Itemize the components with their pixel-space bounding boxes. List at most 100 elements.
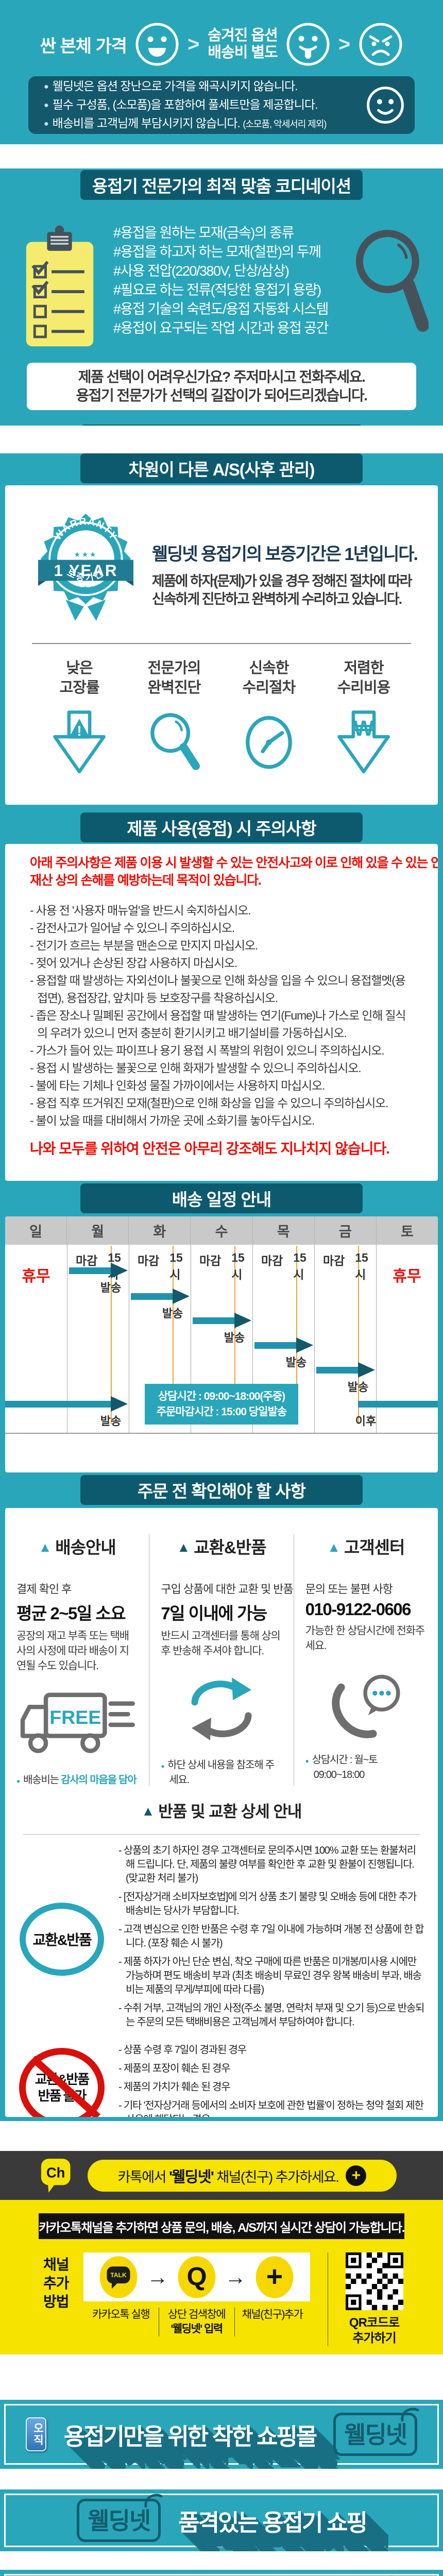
hashtag-list: #용접을 원하는 모재(금속)의 종류 #용접을 하고자 하는 모재(철판)의 … [96, 222, 351, 338]
greater-than-separator: > [338, 32, 351, 56]
hashtag-item: #용접이 요구되는 작업 시간과 용접 공간 [113, 320, 329, 336]
list-item: - 불이 났을 때를 대비해서 가까운 곳에 소화기를 놓아두십시오. [30, 1114, 315, 1127]
delivery-schedule-card: 일 월 화 수 목 금 토 마감 15시 마감 15시 마감 15시 마감 [5, 1216, 438, 1472]
only-badge: 오직 [25, 2417, 46, 2451]
no-exchange-badge: 교환&반품 반품 불가 [19, 2047, 105, 2117]
add-step-icon: + [255, 2256, 294, 2298]
banner-korea-coordinator: 최고 대한민국 용접기 코디네이터 웰딩넷 [0, 2570, 443, 2576]
list-item: - 불에 타는 기체나 인화성 물질 가까이에서는 사용하지 마십시오. [30, 1079, 325, 1092]
triangle-icon: ▲ [38, 1539, 52, 1555]
triangle-icon: ▲ [141, 1803, 155, 1819]
list-item: - 상품의 초기 하자인 경우 고객센터로 문의주시면 100% 교환 또는 환… [118, 1845, 416, 1884]
kakaotalk-app-icon: TALK [99, 2256, 138, 2298]
svg-text:Q: Q [186, 2262, 207, 2291]
delivery-schedule-title: 배송 일정 안내 [80, 1183, 363, 1213]
kakao-add-pill: 카톡에서 '웰딩넷' 채널(친구) 추가하세요. + [88, 2159, 397, 2192]
happy-face-icon [135, 23, 179, 66]
coordination-content: #용접을 원하는 모재(금속)의 종류 #용접을 하고자 하는 모재(철판)의 … [0, 200, 443, 349]
svg-text:★★★: ★★★ [76, 584, 95, 591]
section-divider [0, 426, 443, 453]
weekend-ship-arrow [5, 1396, 128, 1412]
consult-hours-box: 상담시간 : 09:00~18:00(주중) 주문마감시간 : 15:00 당일… [145, 1384, 298, 1425]
exchange-policy-row: 교환&반품 - 상품의 초기 하자인 경우 고객센터로 문의주시면 100% 교… [5, 1844, 438, 2034]
delivery-schedule-section: 배송 일정 안내 일 월 화 수 목 금 토 마감 15시 마 [0, 1183, 443, 1475]
down-arrow-won-icon: ₩ [316, 709, 411, 778]
weekday-header: 토 [400, 1224, 414, 1240]
exchange-arrows-icon [161, 1666, 282, 1752]
qr-code-image [345, 2252, 403, 2310]
warranty-text: 웰딩넷 용접기의 보증기간은 1년입니다. 제품에 하자(문제)가 있을 경우 … [133, 510, 418, 608]
after-label: 이후 [355, 1415, 377, 1428]
as-feature-row: 낮은 고장률 ! 전문가의 완벽진단 [5, 644, 438, 778]
svg-text:Ch: Ch [46, 2164, 65, 2180]
list-item: - 수취 거부, 고객님의 개인 사정(주소 불명, 연락처 부재 및 오기 등… [118, 2003, 425, 2028]
weekday-header: 화 [129, 1216, 191, 1245]
clock-icon [222, 709, 316, 778]
magnifier-icon [355, 230, 429, 332]
list-item: - [전자상거래 소비자보호법]에 의거 상품 초기 불량 및 오배송 등에 대… [118, 1891, 417, 1917]
svg-text:TALK: TALK [111, 2272, 127, 2279]
no-exchange-row: 교환&반품 반품 불가 - 상품 수령 후 7일이 경과된 경우 - 제품의 포… [5, 2043, 438, 2117]
svg-text:+: + [266, 2260, 283, 2292]
list-item: 하단 상세 내용을 참조해 주세요. [161, 1758, 282, 1786]
hashtag-item: #필요로 하는 전류(적당한 용접기 용량) [113, 282, 321, 298]
channel-add-method-label: 채널 추가 방법 [43, 2257, 70, 2310]
column-shipping: ▲ 배송안내 결제 확인 후 평균 2~5일 소요 공장의 재고 부족 또는 택배… [5, 1534, 149, 1786]
checklist-clipboard-icon [26, 225, 94, 347]
banner-classy-shopping: 웰딩넷 품격있는 용접기 쇼핑 [0, 2489, 443, 2551]
arrow-right-icon: → [146, 2264, 168, 2289]
cutoff-label: 마감 15시 [199, 1251, 245, 1281]
column-cs-center: ▲ 고객센터 문의 또는 불편 사항 010-9122-0606 가능한 한 상담… [294, 1534, 438, 1786]
no-hidden-cost-list: ● 웰딩넷은 옵션 장난으로 가격을 왜곡시키지 않습니다. ● 필수 구성품, (… [44, 77, 365, 133]
closed-label-saturday: 휴무 [393, 1268, 421, 1285]
search-step-icon: Q [178, 2256, 215, 2298]
step-label: 채널(친구)추가 [242, 2309, 303, 2320]
banner-border [4, 2574, 439, 2576]
phone-support-icon [305, 1660, 427, 1747]
list-item: - 상품 수령 후 7일이 경과된 경우 [118, 2044, 247, 2056]
weekday-header-row: 일 월 화 수 목 금 토 [5, 1216, 438, 1245]
weekday-header: 월 [67, 1216, 129, 1245]
help-line: 용접기 전문가가 선택의 길잡이가 되어드리겠습니다. [76, 387, 368, 403]
feature-low-cost: 저렴한 수리비용 ₩ [316, 658, 411, 778]
list-item: - 고객 변심으로 인한 반품은 수령 후 7일 이내에 가능하며 개봉 전 상… [118, 1924, 424, 1949]
no-hidden-cost-box: ● 웰딩넷은 옵션 장난으로 가격을 왜곡시키지 않습니다. ● 필수 구성품, (… [28, 76, 415, 134]
angry-face-icon [359, 23, 402, 66]
svg-text:FREE: FREE [49, 1706, 101, 1728]
section-divider [0, 2551, 443, 2570]
list-item: - 전기가 흐르는 부분을 맨손으로 만지지 마십시오. [30, 939, 258, 952]
warranty-row: WARRANTY ★★★ 1 YEAR ★★★ 보증기간 웰딩넷 용접기의 보증… [5, 485, 438, 624]
cheap-price-label: 싼 본체 가격 [40, 36, 127, 56]
ship-label: 발송 [285, 1356, 307, 1369]
svg-text:₩: ₩ [353, 716, 374, 740]
ship-label: 발송 [224, 1331, 245, 1344]
kakao-channel-icon: Ch [41, 2158, 71, 2193]
list-item: - 감전사고가 일어날 수 있으니 주의하십시오. [30, 921, 235, 935]
ship-arrow [193, 1313, 251, 1328]
free-delivery-truck-icon: FREE [16, 1681, 138, 1767]
greater-than-separator: > [188, 32, 200, 56]
list-item: - 좁은 장소나 밀폐된 공간에서 용접할 때 발생하는 연기(Fume)나 가… [30, 1009, 406, 1040]
warranty-headline: 웰딩넷 용접기의 보증기간은 1년입니다. [151, 545, 418, 564]
exchange-return-badge: 교환&반품 [20, 1902, 104, 1976]
preorder-check-card: ▲ 배송안내 결제 확인 후 평균 2~5일 소요 공장의 재고 부족 또는 택배… [5, 1508, 438, 2117]
triangle-icon: ▲ [177, 1539, 190, 1555]
list-item: - 제품의 포장이 훼손 된 경우 [118, 2063, 231, 2074]
banner-text: 용접기만을 위한 착한 쇼핑몰 [63, 2423, 317, 2450]
column-exchange: ▲ 교환&반품 구입 상품에 대한 교환 및 반품 7일 이내에 가능 반드시 고… [149, 1534, 294, 1786]
arrow-right-icon: → [225, 2264, 247, 2289]
cutoff-line [234, 1246, 235, 1424]
list-item: - 기타 '전자상거래 등에서의 소비자 보호에 관한 법률'이 정하는 청약 … [118, 2100, 424, 2117]
exchange-policy-list: - 상품의 초기 하자인 경우 고객센터로 문의주시면 100% 교환 또는 환… [118, 1844, 438, 2034]
hashtag-item: #용접 기술의 숙련도/용접 자동화 시스템 [113, 301, 329, 317]
kakao-channel-banner: Ch 카톡에서 '웰딩넷' 채널(친구) 추가하세요. + [0, 2151, 443, 2200]
kakao-guide-section: 카카오톡채널을 추가하면 상품 문의, 배송, A/S까지 실시간 상담이 가능… [0, 2200, 443, 2354]
preorder-check-title: 주문 전 확인해야 할 사항 [80, 1475, 363, 1505]
help-message-box: 제품 선택이 어려우신가요? 주저마시고 전화주세요. 용접기 전문가가 선택의… [27, 363, 416, 410]
svg-text:!: ! [77, 723, 81, 739]
list-item: - 가스가 들어 있는 파이프나 용기 용접 시 폭발의 위험이 있으니 주의하… [30, 1044, 385, 1057]
divider [23, 1834, 420, 1835]
hidden-option-label: 숨겨진 옵션 배송비 별도 [208, 27, 278, 61]
after-service-title: 차원이 다른 A/S(사후 관리) [80, 453, 363, 483]
